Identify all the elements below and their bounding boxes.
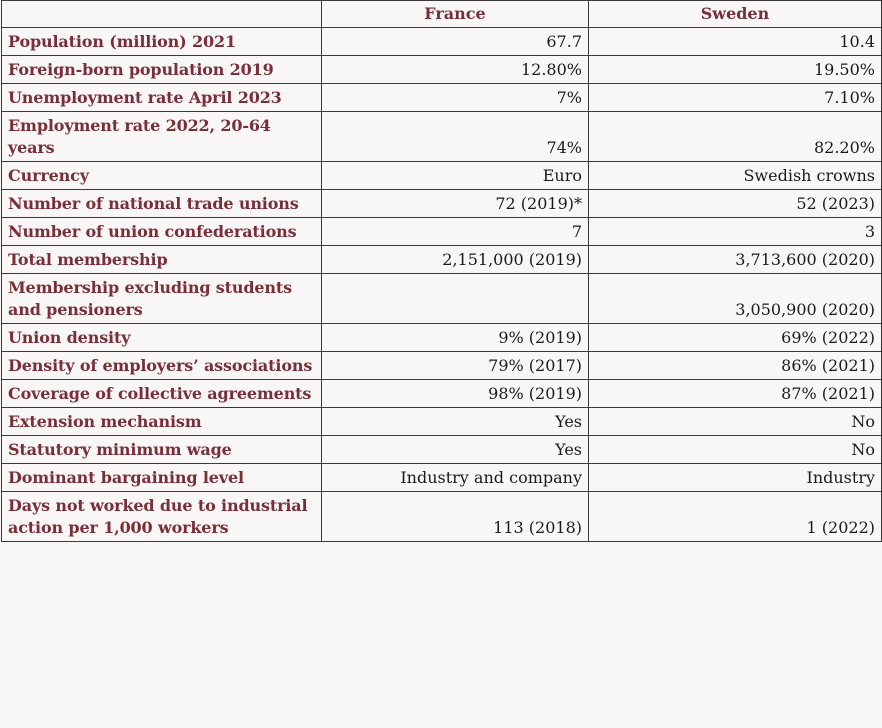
sweden-value: 3 — [588, 217, 882, 246]
row-label: Employment rate 2022, 20-64 years — [1, 111, 322, 162]
row-label: Union density — [1, 323, 322, 352]
row-label: Membership excluding students and pensio… — [1, 273, 322, 324]
sweden-value: 3,050,900 (2020) — [588, 273, 882, 324]
row-label: Population (million) 2021 — [1, 27, 322, 56]
france-value: Yes — [321, 435, 589, 464]
france-value — [321, 273, 589, 324]
header-sweden: Sweden — [588, 0, 882, 28]
table-row: Statutory minimum wage Yes No — [1, 435, 882, 464]
table-row: Days not worked due to industrial action… — [1, 491, 882, 542]
france-value: Industry and company — [321, 463, 589, 492]
france-value: Euro — [321, 161, 589, 190]
table-row: Currency Euro Swedish crowns — [1, 161, 882, 190]
table-row: Foreign-born population 2019 12.80% 19.5… — [1, 55, 882, 84]
row-label: Unemployment rate April 2023 — [1, 83, 322, 112]
sweden-value: Swedish crowns — [588, 161, 882, 190]
sweden-value: 69% (2022) — [588, 323, 882, 352]
sweden-value: Industry — [588, 463, 882, 492]
table-row: Number of national trade unions 72 (2019… — [1, 189, 882, 218]
sweden-value: 87% (2021) — [588, 379, 882, 408]
row-label: Currency — [1, 161, 322, 190]
france-value: 7% — [321, 83, 589, 112]
table-row: Total membership 2,151,000 (2019) 3,713,… — [1, 245, 882, 274]
sweden-value: 52 (2023) — [588, 189, 882, 218]
france-value: 67.7 — [321, 27, 589, 56]
france-value: 74% — [321, 111, 589, 162]
france-value: 2,151,000 (2019) — [321, 245, 589, 274]
sweden-value: No — [588, 435, 882, 464]
france-value: 7 — [321, 217, 589, 246]
france-value: 72 (2019)* — [321, 189, 589, 218]
row-label: Foreign-born population 2019 — [1, 55, 322, 84]
row-label: Dominant bargaining level — [1, 463, 322, 492]
sweden-value: 3,713,600 (2020) — [588, 245, 882, 274]
sweden-value: 19.50% — [588, 55, 882, 84]
sweden-value: 1 (2022) — [588, 491, 882, 542]
row-label: Extension mechanism — [1, 407, 322, 436]
sweden-value: 82.20% — [588, 111, 882, 162]
row-label: Statutory minimum wage — [1, 435, 322, 464]
row-label: Density of employers’ associations — [1, 351, 322, 380]
row-label: Number of national trade unions — [1, 189, 322, 218]
table-row: Unemployment rate April 2023 7% 7.10% — [1, 83, 882, 112]
header-row: France Sweden — [1, 0, 882, 28]
row-label: Number of union confederations — [1, 217, 322, 246]
table-row: Population (million) 2021 67.7 10.4 — [1, 27, 882, 56]
france-value: 113 (2018) — [321, 491, 589, 542]
table-row: Coverage of collective agreements 98% (2… — [1, 379, 882, 408]
table-row: Extension mechanism Yes No — [1, 407, 882, 436]
header-empty-cell — [1, 0, 322, 28]
row-label: Days not worked due to industrial action… — [1, 491, 322, 542]
comparison-table: France Sweden Population (million) 2021 … — [1, 0, 882, 542]
sweden-value: 7.10% — [588, 83, 882, 112]
header-france: France — [321, 0, 589, 28]
table-row: Density of employers’ associations 79% (… — [1, 351, 882, 380]
table-row: Dominant bargaining level Industry and c… — [1, 463, 882, 492]
row-label: Total membership — [1, 245, 322, 274]
france-value: 9% (2019) — [321, 323, 589, 352]
table-row: Number of union confederations 7 3 — [1, 217, 882, 246]
france-value: 98% (2019) — [321, 379, 589, 408]
sweden-value: 10.4 — [588, 27, 882, 56]
table-row: Employment rate 2022, 20-64 years 74% 82… — [1, 111, 882, 162]
france-value: Yes — [321, 407, 589, 436]
row-label: Coverage of collective agreements — [1, 379, 322, 408]
table-row: Union density 9% (2019) 69% (2022) — [1, 323, 882, 352]
france-value: 79% (2017) — [321, 351, 589, 380]
france-value: 12.80% — [321, 55, 589, 84]
sweden-value: 86% (2021) — [588, 351, 882, 380]
sweden-value: No — [588, 407, 882, 436]
table-row: Membership excluding students and pensio… — [1, 273, 882, 324]
